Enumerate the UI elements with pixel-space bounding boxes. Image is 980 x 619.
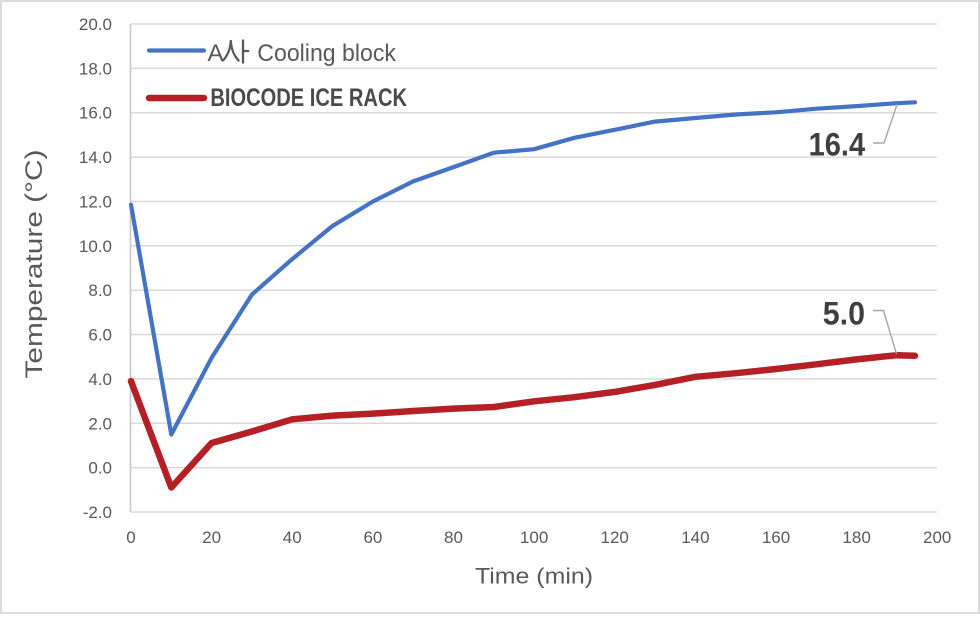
svg-text:20: 20	[202, 528, 221, 547]
svg-text:Time (min): Time (min)	[475, 564, 593, 589]
svg-text:160: 160	[762, 528, 790, 547]
svg-text:40: 40	[283, 528, 302, 547]
svg-text:-2.0: -2.0	[83, 503, 112, 522]
svg-text:120: 120	[601, 528, 629, 547]
svg-text:180: 180	[842, 528, 870, 547]
svg-text:80: 80	[444, 528, 463, 547]
svg-text:8.0: 8.0	[88, 281, 112, 300]
svg-text:Cooling block: Cooling block	[257, 40, 397, 67]
svg-text:14.0: 14.0	[79, 148, 112, 167]
svg-text:60: 60	[363, 528, 382, 547]
svg-text:10.0: 10.0	[79, 237, 112, 256]
svg-text:2.0: 2.0	[88, 414, 112, 433]
svg-text:6.0: 6.0	[88, 326, 112, 345]
svg-text:20.0: 20.0	[79, 15, 112, 34]
svg-text:16.4: 16.4	[809, 127, 866, 163]
svg-text:Temperature (°C): Temperature (°C)	[21, 149, 48, 378]
svg-text:12.0: 12.0	[79, 193, 112, 212]
svg-text:200: 200	[923, 528, 951, 547]
svg-text:4.0: 4.0	[88, 370, 112, 389]
svg-text:0.0: 0.0	[88, 459, 112, 478]
svg-text:16.0: 16.0	[79, 104, 112, 123]
svg-text:BIOCODE ICE RACK: BIOCODE ICE RACK	[210, 84, 407, 112]
svg-text:18.0: 18.0	[79, 59, 112, 78]
svg-text:100: 100	[520, 528, 548, 547]
svg-text:5.0: 5.0	[823, 296, 865, 332]
svg-text:140: 140	[681, 528, 709, 547]
svg-text:A: A	[208, 40, 224, 67]
svg-text:0: 0	[126, 528, 135, 547]
